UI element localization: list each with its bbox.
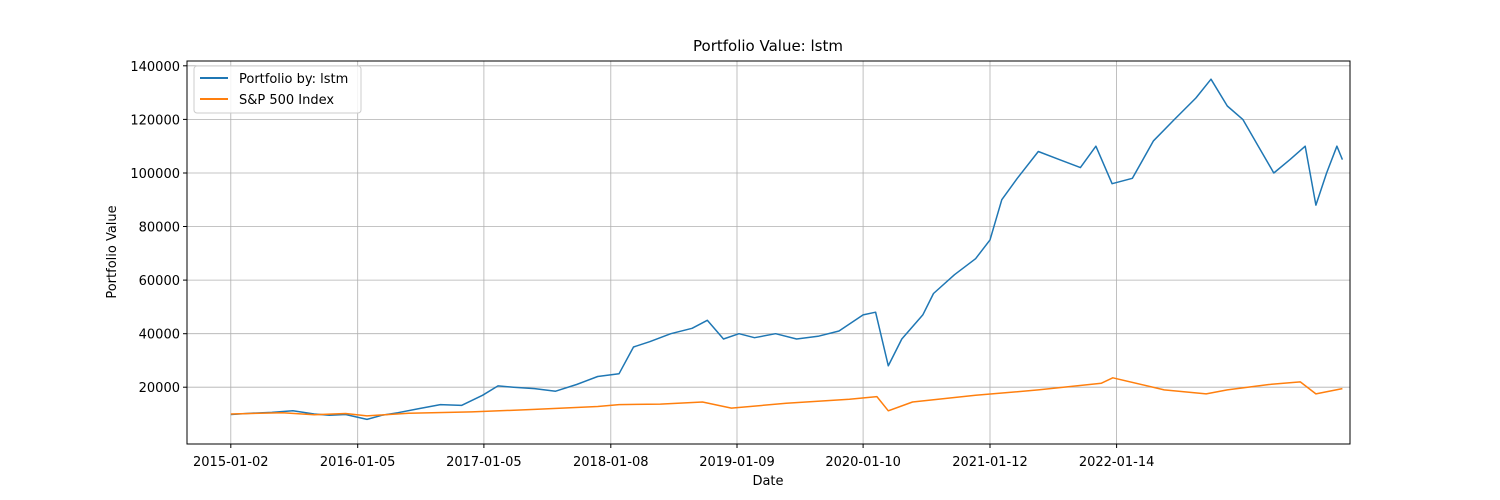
y-tick-label: 100000 [130, 167, 180, 182]
y-tick-label: 60000 [139, 274, 180, 289]
plot-frame [186, 60, 1351, 445]
grid [187, 61, 1350, 444]
x-axis-label: Date [752, 474, 783, 489]
series-layer [230, 78, 1344, 421]
y-tick-label: 140000 [130, 60, 180, 75]
legend: Portfolio by: lstm S&P 500 Index [193, 65, 362, 114]
y-tick-label: 120000 [130, 113, 180, 128]
x-tick-label: 2020-01-10 [825, 455, 901, 470]
x-tick-label: 2015-01-02 [193, 455, 269, 470]
x-tick-label: 2019-01-09 [699, 455, 775, 470]
legend-box [193, 65, 362, 114]
legend-label-sp500: S&P 500 Index [239, 93, 334, 108]
y-tick-label: 40000 [139, 328, 180, 343]
x-tick-label: 2022-01-14 [1079, 455, 1155, 470]
y-axis: 20000 40000 60000 80000 100000 120000 140000 [130, 60, 187, 396]
x-axis: 2015-01-02 2016-01-05 2017-01-05 2018-01-08… [193, 444, 1154, 470]
series-line-1 [230, 377, 1343, 417]
chart-title: Portfolio Value: lstm [693, 37, 843, 55]
y-tick-label: 20000 [139, 381, 180, 396]
series-line-0 [230, 78, 1344, 421]
x-tick-label: 2018-01-08 [573, 455, 649, 470]
x-tick-label: 2016-01-05 [320, 455, 396, 470]
x-tick-label: 2021-01-12 [952, 455, 1028, 470]
y-tick-label: 80000 [139, 221, 180, 236]
x-tick-label: 2017-01-05 [446, 455, 522, 470]
y-axis-label: Portfolio Value [105, 205, 120, 298]
legend-label-portfolio: Portfolio by: lstm [239, 72, 348, 87]
